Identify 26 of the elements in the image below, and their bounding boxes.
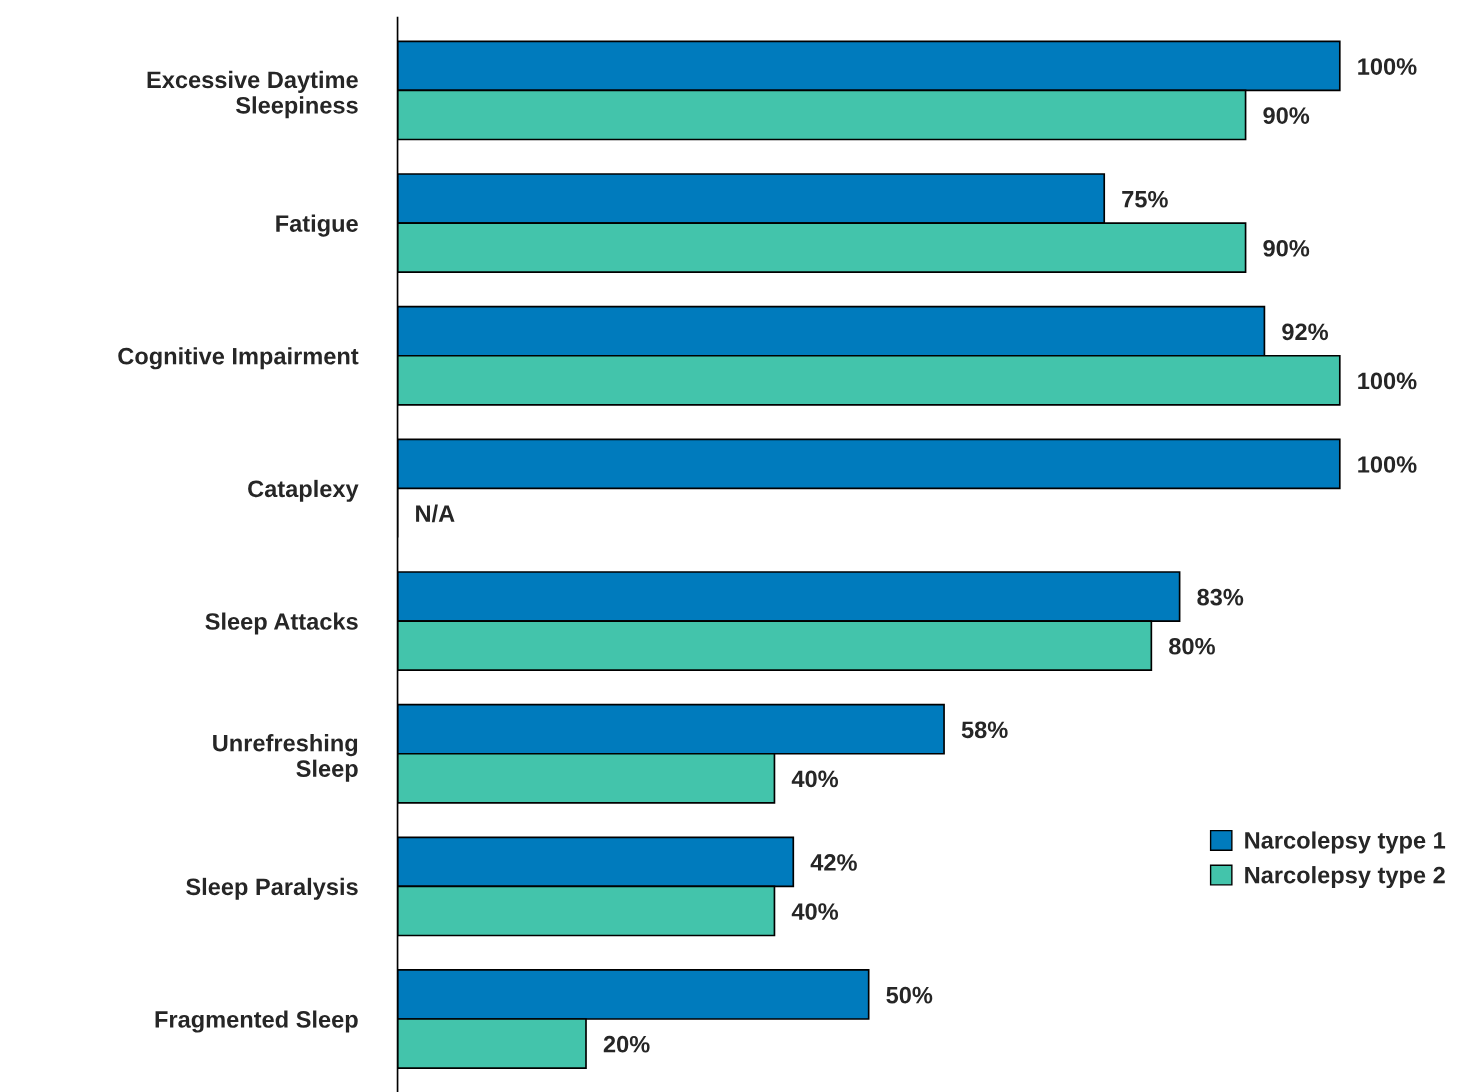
data-label: 83% [1197, 588, 1244, 606]
y-tick-label: Unrefreshing Sleep [213, 734, 358, 782]
data-label: 40% [791, 770, 839, 788]
data-label: 100% [1358, 58, 1417, 75]
data-label: 90% [1263, 239, 1310, 257]
y-tick-label: Sleep Attacks [205, 612, 358, 635]
y-tick-label: Sleep Paralysis [186, 877, 358, 900]
text: N/A [416, 504, 455, 523]
legend-label: Narcolepsy type 2 [1245, 866, 1445, 889]
y-tick-label: Cognitive Impairment [118, 347, 359, 370]
y-tick-label: Excessive Daytime Sleepiness [147, 70, 358, 119]
data-label: 80% [1169, 637, 1215, 655]
data-label: 100% [1358, 372, 1417, 390]
data-label: 20% [603, 1035, 650, 1053]
data-label: 58% [961, 721, 1008, 739]
y-tick-label: Cataplexy [248, 479, 359, 502]
legend-label: Narcolepsy type 1 [1245, 831, 1446, 854]
data-label: 42% [810, 854, 857, 871]
data-label: 90% [1263, 107, 1310, 124]
data-label: 92% [1282, 323, 1329, 341]
y-tick-label: Fragmented Sleep [155, 1010, 358, 1033]
data-label: 40% [791, 903, 839, 920]
data-label: 75% [1122, 190, 1168, 208]
data-label: 50% [886, 986, 933, 1004]
data-label: 100% [1358, 456, 1417, 473]
y-tick-label: Fatigue [276, 214, 358, 237]
